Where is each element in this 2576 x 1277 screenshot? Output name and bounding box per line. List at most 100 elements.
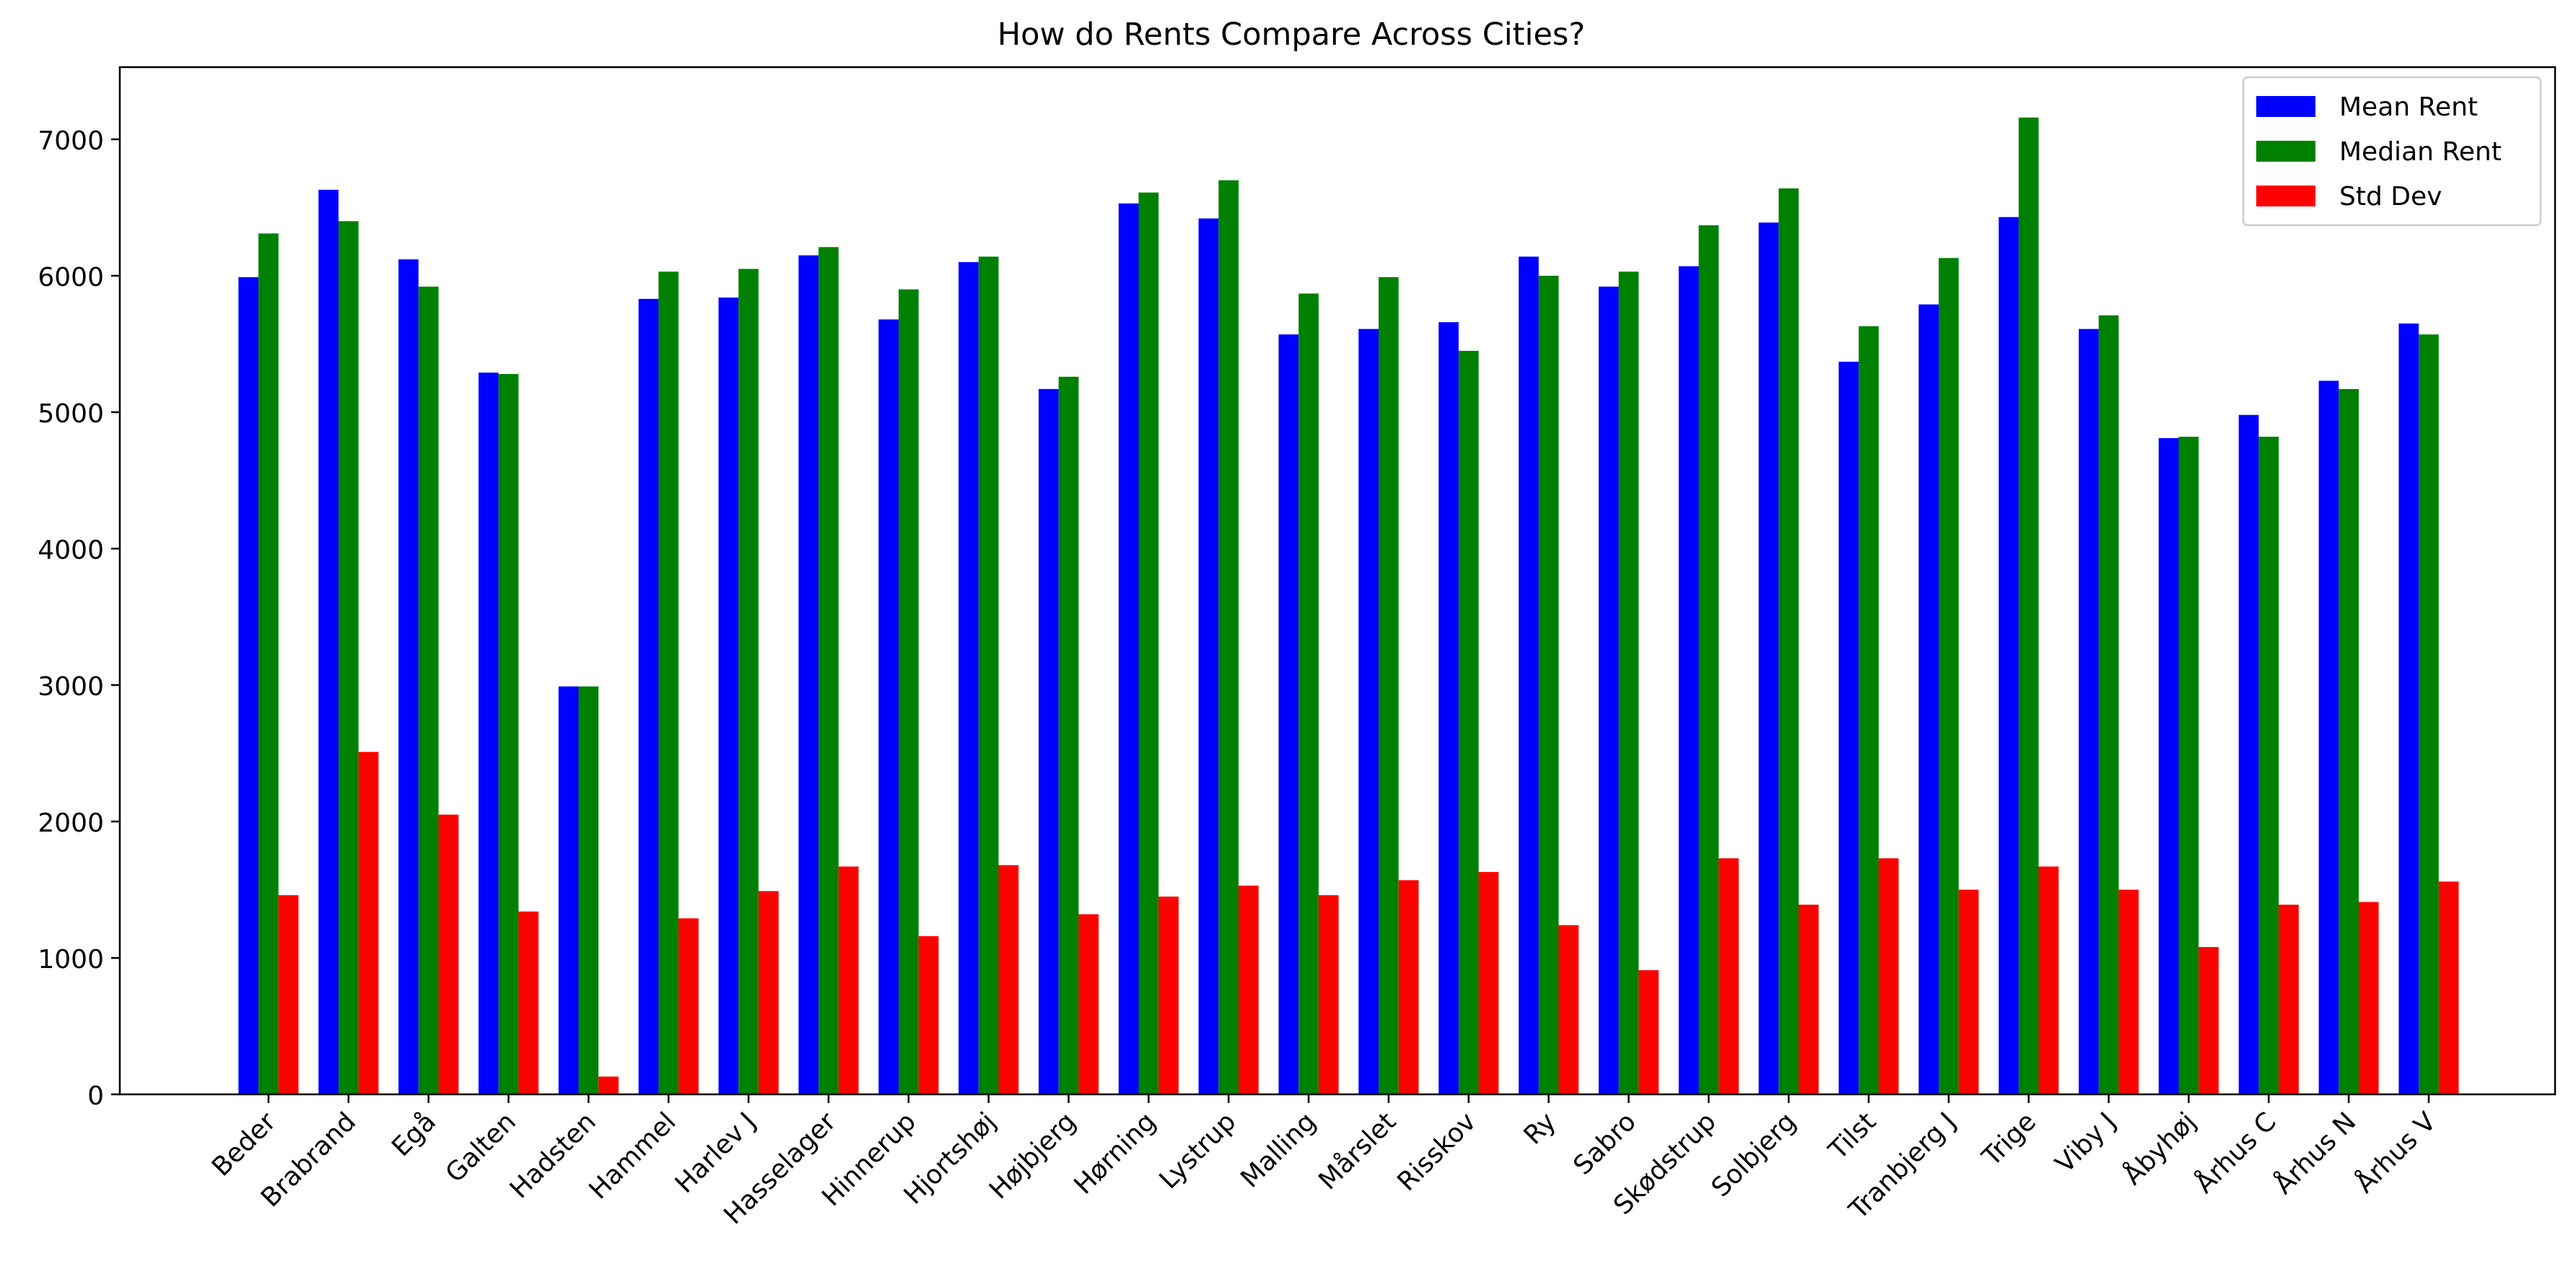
bar-std-dev [1878,858,1899,1094]
bar-std-dev [1078,914,1099,1094]
y-tick-label: 7000 [38,126,104,156]
y-tick-label: 5000 [38,399,104,429]
bar-median-rent [2018,117,2039,1094]
bar-mean-rent [878,319,899,1094]
y-tick-label: 6000 [38,263,104,292]
bar-mean-rent [2318,380,2339,1094]
bar-std-dev [2358,902,2379,1094]
bar-std-dev [1239,885,1259,1094]
bar-median-rent [658,271,679,1094]
bar-mean-rent [1678,266,1699,1094]
bar-std-dev [1158,897,1179,1094]
plot-frame [118,66,2557,1096]
bar-mean-rent [959,262,979,1095]
bar-mean-rent [1039,388,1059,1094]
bar-median-rent [1538,276,1559,1094]
legend-swatch [2256,141,2315,162]
legend-label: Std Dev [2339,182,2442,212]
bar-std-dev [278,895,299,1094]
bar-mean-rent [1358,328,1379,1095]
bar-mean-rent [1598,287,1619,1095]
bar-std-dev [998,865,1019,1094]
bar-std-dev [1398,880,1419,1094]
bar-std-dev [1799,905,1819,1094]
bar-median-rent [899,289,919,1094]
bar-std-dev [2118,889,2139,1094]
bar-std-dev [2279,905,2299,1094]
bar-mean-rent [798,255,819,1095]
bar-mean-rent [1758,222,1779,1094]
bar-mean-rent [1438,322,1459,1094]
y-tick-label: 3000 [38,672,104,702]
bar-median-rent [1058,376,1079,1094]
y-tick-label: 2000 [38,809,104,838]
bar-median-rent [1859,326,1879,1094]
bar-median-rent [1218,180,1239,1095]
bar-std-dev [1638,970,1659,1094]
bar-std-dev [838,866,859,1094]
legend-label: Median Rent [2339,137,2502,167]
bar-mean-rent [1918,304,1939,1095]
bar-mean-rent [1519,256,1539,1094]
bar-median-rent [1939,258,1959,1094]
bar-median-rent [2419,334,2439,1094]
bar-std-dev [2038,866,2059,1094]
y-tick-label: 0 [87,1081,104,1111]
bar-mean-rent [479,372,499,1094]
legend-swatch [2256,186,2315,206]
bar-median-rent [578,686,599,1094]
bar-median-rent [818,247,839,1094]
legend-box [2242,76,2542,227]
y-axis: 0 1000 2000 3000 4000 5000 6000 7000 [38,126,120,1111]
bar-mean-rent [2398,323,2419,1095]
bar-std-dev [1318,895,1339,1094]
chart-title: How do Rents Compare Across Cities? [997,17,1585,53]
bar-mean-rent [318,189,339,1094]
legend-label: Mean Rent [2339,92,2478,122]
bar-median-rent [738,269,759,1094]
bar-median-rent [418,287,439,1095]
bar-median-rent [2258,437,2279,1094]
bar-mean-rent [2158,437,2179,1094]
bar-mean-rent [1198,218,1219,1095]
bar-std-dev [2438,881,2459,1094]
bar-median-rent [1379,276,1399,1094]
bar-mean-rent [1118,203,1139,1094]
bar-std-dev [678,918,699,1094]
y-tick-label: 1000 [38,945,104,975]
bar-std-dev [2199,946,2219,1094]
bar-mean-rent [2238,414,2259,1094]
bar-median-rent [1298,293,1319,1095]
bar-mean-rent [718,297,739,1095]
bar-mean-rent [2079,328,2099,1095]
y-tick-label: 4000 [38,536,104,565]
bar-median-rent [2098,315,2119,1094]
bar-median-rent [2339,388,2359,1094]
bar-median-rent [1778,188,1799,1094]
bar-std-dev [1719,858,1739,1094]
bar-median-rent [339,221,359,1094]
bar-median-rent [978,256,999,1094]
bar-mean-rent [638,299,659,1095]
bar-mean-rent [1278,334,1299,1094]
legend-swatch [2256,96,2315,117]
bar-median-rent [2178,437,2199,1094]
bar-std-dev [518,911,539,1094]
bar-mean-rent [1999,217,2019,1095]
bar-std-dev [438,814,459,1094]
bars-layer [238,117,2459,1095]
bar-mean-rent [1838,362,1859,1095]
bar-std-dev [598,1076,619,1094]
legend: Mean Rent Median Rent Std Dev [2242,76,2542,227]
bar-median-rent [1458,351,1479,1094]
bar-std-dev [1958,889,1979,1094]
bar-median-rent [498,374,519,1094]
bar-median-rent [1618,271,1639,1094]
bar-median-rent [1138,192,1159,1095]
bar-std-dev [759,891,779,1094]
bar-median-rent [1698,225,1719,1095]
bar-std-dev [1478,871,1499,1094]
bar-std-dev [1558,925,1579,1094]
bar-median-rent [258,233,279,1094]
